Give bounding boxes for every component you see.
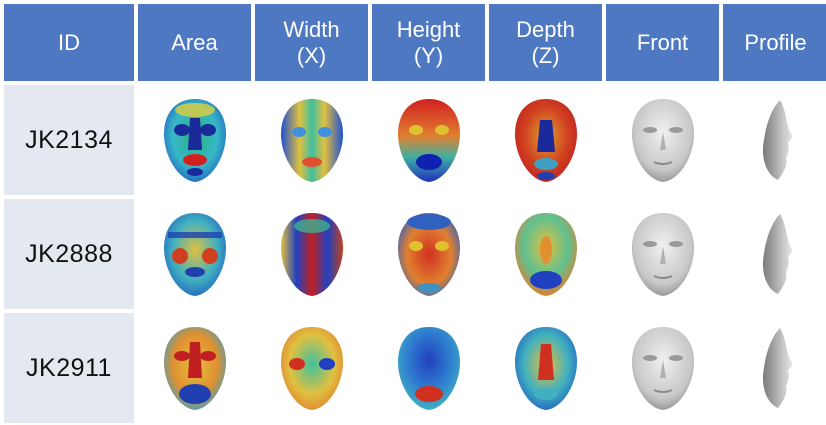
area-heatmap-face-image — [163, 213, 226, 296]
header-depth-axis: (Z) — [531, 42, 560, 68]
header-profile-label: Profile — [744, 29, 807, 55]
depth-heatmap-face-image — [514, 327, 577, 410]
front-view-cell — [606, 85, 719, 195]
depth-map-cell — [489, 85, 602, 195]
area-map-cell — [138, 85, 251, 195]
front-grayscale-face-image — [631, 99, 694, 182]
front-grayscale-face-image — [631, 327, 694, 410]
area-heatmap-face-image — [163, 327, 226, 410]
depth-heatmap-face-image — [514, 213, 577, 296]
height-heatmap-face-image — [397, 327, 460, 410]
header-depth: Depth (Z) — [489, 4, 602, 81]
profile-view-cell — [723, 85, 826, 195]
header-front-label: Front — [636, 29, 689, 55]
profile-grayscale-face-image — [762, 214, 792, 294]
area-map-cell — [138, 313, 251, 423]
row-id: JK2888 — [4, 199, 134, 309]
header-width-axis: (X) — [296, 42, 327, 68]
depth-heatmap-face-image — [514, 99, 577, 182]
height-map-cell — [372, 85, 485, 195]
width-map-cell — [255, 313, 368, 423]
header-width-label: Width — [283, 16, 340, 42]
width-map-cell — [255, 85, 368, 195]
front-view-cell — [606, 199, 719, 309]
face-comparison-table: ID Area Width (X) Height (Y) Depth (Z) Fron… — [4, 4, 826, 423]
depth-map-cell — [489, 199, 602, 309]
depth-map-cell — [489, 313, 602, 423]
profile-view-cell — [723, 199, 826, 309]
header-area: Area — [138, 4, 251, 81]
area-heatmap-face-image — [163, 99, 226, 182]
header-id-label: ID — [58, 29, 80, 55]
front-view-cell — [606, 313, 719, 423]
header-width: Width (X) — [255, 4, 368, 81]
header-depth-label: Depth — [516, 16, 575, 42]
header-area-label: Area — [171, 29, 218, 55]
header-height: Height (Y) — [372, 4, 485, 81]
area-map-cell — [138, 199, 251, 309]
front-grayscale-face-image — [631, 213, 694, 296]
profile-grayscale-face-image — [762, 100, 792, 180]
row-id: JK2134 — [4, 85, 134, 195]
header-profile: Profile — [723, 4, 826, 81]
height-heatmap-face-image — [397, 99, 460, 182]
profile-view-cell — [723, 313, 826, 423]
profile-grayscale-face-image — [762, 328, 792, 408]
header-front: Front — [606, 4, 719, 81]
header-height-label: Height — [396, 16, 461, 42]
height-map-cell — [372, 313, 485, 423]
header-id: ID — [4, 4, 134, 81]
height-map-cell — [372, 199, 485, 309]
width-map-cell — [255, 199, 368, 309]
width-heatmap-face-image — [280, 213, 343, 296]
width-heatmap-face-image — [280, 99, 343, 182]
height-heatmap-face-image — [397, 213, 460, 296]
header-height-axis: (Y) — [413, 42, 444, 68]
row-id: JK2911 — [4, 313, 134, 423]
width-heatmap-face-image — [280, 327, 343, 410]
